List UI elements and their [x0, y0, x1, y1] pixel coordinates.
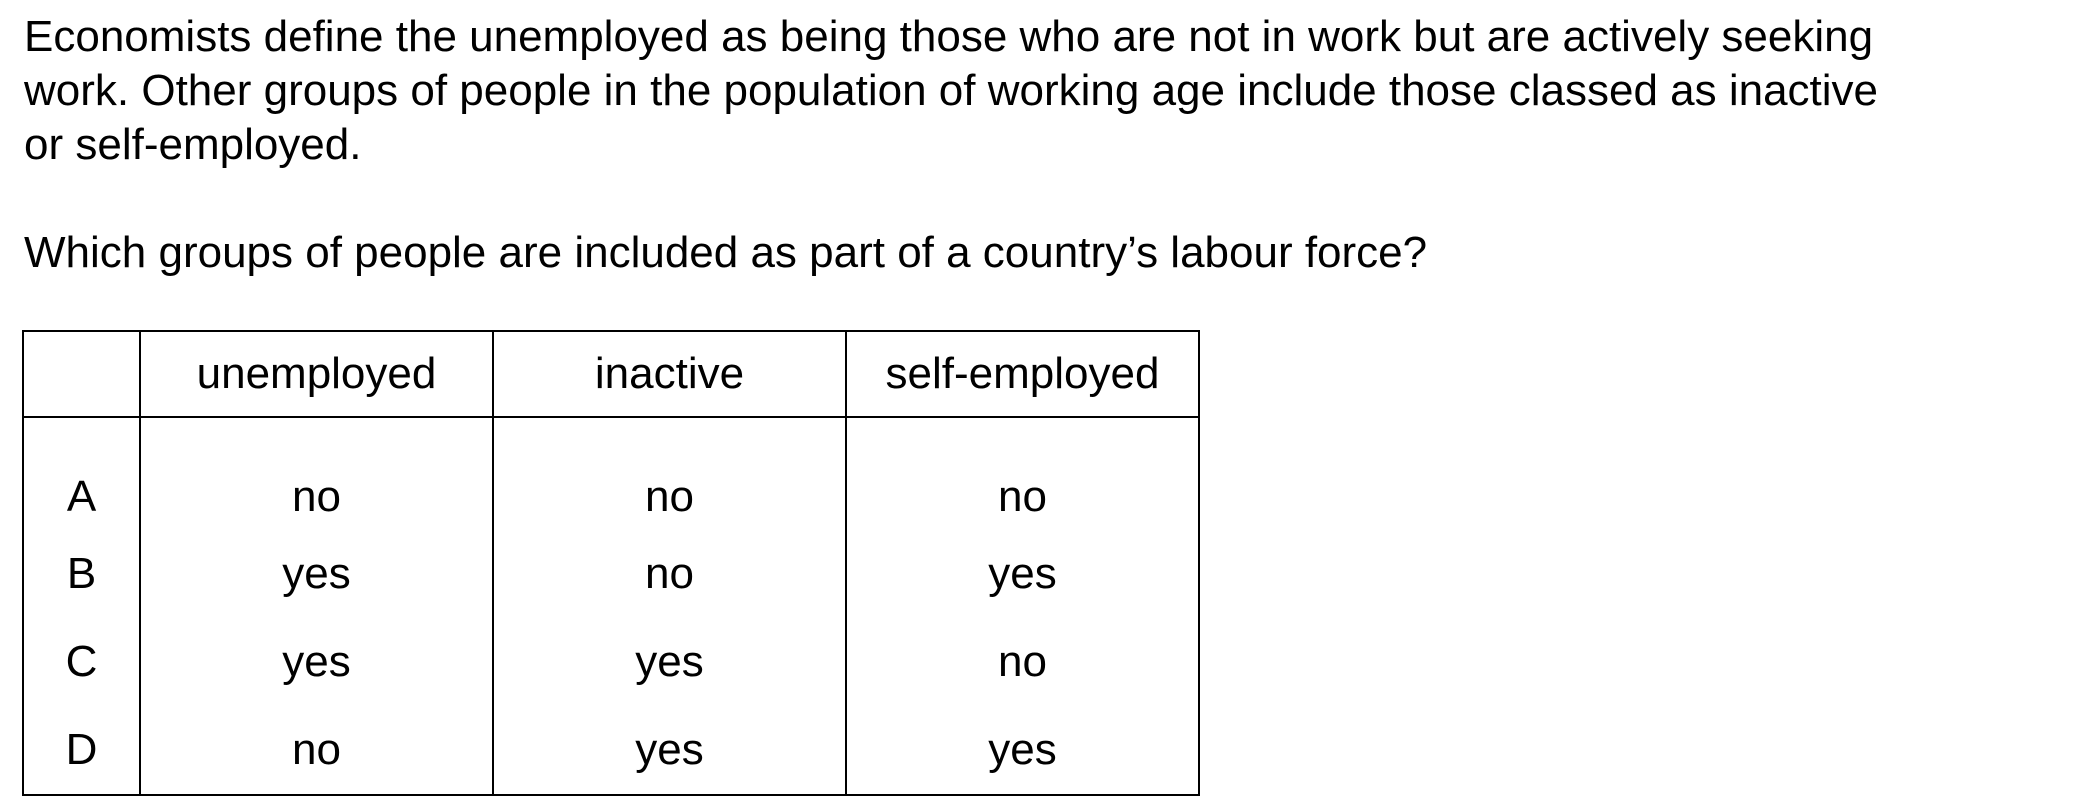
answer-options-table: unemployed inactive self-employed A no n…: [22, 330, 1200, 796]
cell-inactive: no: [492, 530, 847, 618]
table-row[interactable]: D no yes yes: [22, 706, 1200, 796]
header-cell-self-employed: self-employed: [845, 330, 1200, 418]
option-letter: A: [22, 417, 141, 530]
table-row[interactable]: B yes no yes: [22, 530, 1200, 618]
option-letter: D: [22, 706, 141, 796]
header-cell-inactive: inactive: [492, 330, 847, 418]
table-row[interactable]: A no no no: [22, 417, 1200, 530]
cell-inactive: yes: [492, 618, 847, 706]
header-cell-empty: [22, 330, 141, 418]
cell-self-employed: no: [845, 618, 1200, 706]
option-letter: B: [22, 530, 141, 618]
question-text: Economists define the unemployed as bein…: [24, 10, 2084, 280]
cell-self-employed: yes: [845, 706, 1200, 796]
intro-line: Economists define the unemployed as bein…: [24, 12, 1874, 61]
header-cell-unemployed: unemployed: [139, 330, 494, 418]
cell-inactive: no: [492, 417, 847, 530]
cell-self-employed: yes: [845, 530, 1200, 618]
cell-self-employed: no: [845, 417, 1200, 530]
cell-unemployed: yes: [139, 530, 494, 618]
question-prompt: Which groups of people are included as p…: [24, 228, 1428, 277]
table-row[interactable]: C yes yes no: [22, 618, 1200, 706]
intro-line: work. Other groups of people in the popu…: [24, 66, 1879, 115]
table-header-row: unemployed inactive self-employed: [22, 330, 1200, 418]
intro-line: or self-employed.: [24, 120, 362, 169]
cell-unemployed: no: [139, 417, 494, 530]
cell-unemployed: yes: [139, 618, 494, 706]
cell-unemployed: no: [139, 706, 494, 796]
cell-inactive: yes: [492, 706, 847, 796]
option-letter: C: [22, 618, 141, 706]
